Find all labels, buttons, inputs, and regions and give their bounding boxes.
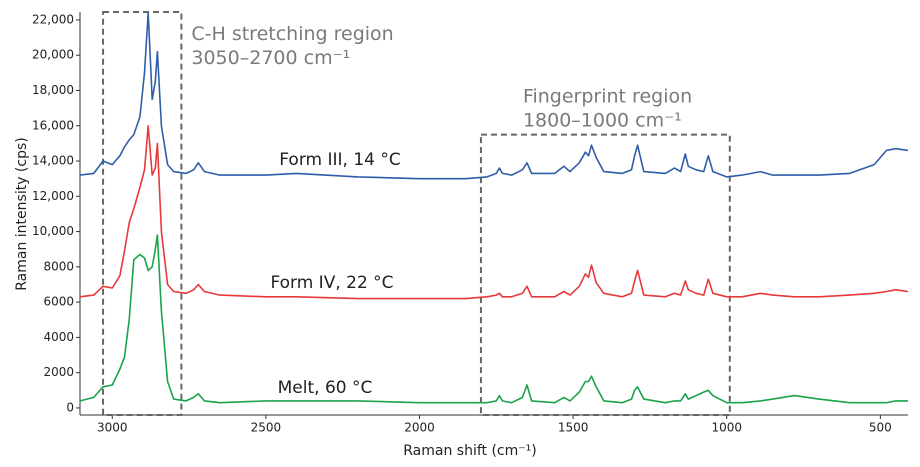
region-box xyxy=(102,11,183,416)
region-subtitle: 3050–2700 cm⁻¹ xyxy=(191,47,350,69)
region-title: Fingerprint region xyxy=(523,86,692,108)
y-tick-label: 6000 xyxy=(43,295,74,309)
y-tick-label: 4000 xyxy=(43,330,74,344)
y-tick-label: 8000 xyxy=(43,259,74,273)
region-title: C-H stretching region xyxy=(191,23,393,45)
y-tick-label: 18,000 xyxy=(32,83,74,97)
x-tick-label: 1500 xyxy=(558,421,589,435)
x-tick-label: 500 xyxy=(869,421,892,435)
y-tick-label: 2000 xyxy=(43,365,74,379)
x-tick-label: 2500 xyxy=(251,421,282,435)
y-axis-label: Raman intensity (cps) xyxy=(14,137,30,291)
spectrum-line xyxy=(79,125,909,300)
y-tick-label: 16,000 xyxy=(32,118,74,132)
y-tick-label: 12,000 xyxy=(32,189,74,203)
y-tick-label: 22,000 xyxy=(32,12,74,26)
x-tick-label: 1000 xyxy=(711,421,742,435)
y-tick-label: 0 xyxy=(66,400,74,414)
series-label: Form III, 14 °C xyxy=(279,150,400,170)
series-label: Form IV, 22 °C xyxy=(270,273,393,293)
x-tick-label: 2000 xyxy=(404,421,435,435)
x-axis-label: Raman shift (cm⁻¹) xyxy=(403,443,536,459)
y-tick-label: 14,000 xyxy=(32,154,74,168)
spectrum-line xyxy=(79,12,909,180)
region-box xyxy=(479,133,731,416)
y-tick-label: 10,000 xyxy=(32,224,74,238)
series-label: Melt, 60 °C xyxy=(278,378,373,398)
y-tick-label: 20,000 xyxy=(32,48,74,62)
spectrum-line xyxy=(79,234,908,404)
region-subtitle: 1800–1000 cm⁻¹ xyxy=(523,110,682,132)
x-tick-label: 3000 xyxy=(97,421,128,435)
